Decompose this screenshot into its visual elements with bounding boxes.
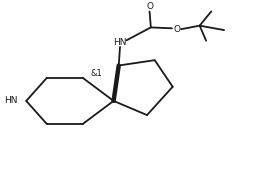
Text: &1: &1 xyxy=(90,69,102,78)
Text: O: O xyxy=(146,2,153,11)
Text: HN: HN xyxy=(113,38,127,47)
Text: O: O xyxy=(173,25,180,34)
Text: HN: HN xyxy=(4,96,17,105)
